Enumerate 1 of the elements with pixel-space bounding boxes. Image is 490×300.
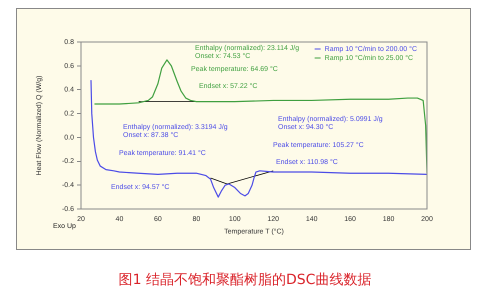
text: 图1 结晶不饱和聚酯树脂的DSC曲线数据 [118,271,372,289]
